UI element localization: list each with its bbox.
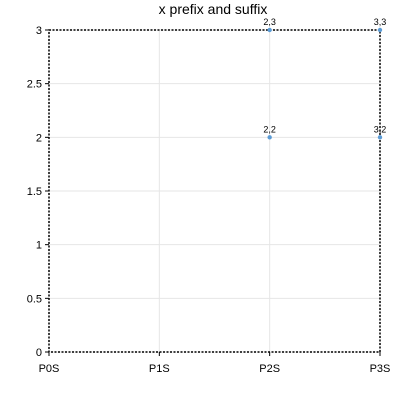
y-tick-label: 1 — [36, 240, 42, 252]
data-label: 3,2 — [374, 124, 387, 134]
y-axis: 0 0.5 1 1.5 2 2.5 3 — [27, 25, 49, 359]
chart-title: x prefix and suffix — [159, 1, 268, 17]
y-tick-label: 1.5 — [27, 186, 42, 198]
y-tick-label: 2 — [36, 132, 42, 144]
data-label: 2,2 — [263, 124, 276, 134]
data-point — [267, 135, 272, 140]
x-tick-label: P3S — [370, 363, 391, 375]
x-tick-label: P0S — [39, 363, 60, 375]
data-points: 2,3 3,3 2,2 3,2 — [263, 17, 386, 140]
y-tick-label: 3 — [36, 25, 42, 37]
data-point — [267, 27, 272, 33]
data-point — [377, 135, 383, 140]
y-tick-label: 2.5 — [27, 79, 42, 91]
x-axis: P0S P1S P2S P3S — [39, 352, 391, 375]
y-tick-label: 0 — [36, 347, 42, 359]
data-label: 3,3 — [374, 17, 387, 27]
data-point — [377, 27, 383, 33]
y-tick-label: 0.5 — [27, 293, 42, 305]
data-label: 2,3 — [263, 17, 276, 27]
x-tick-label: P2S — [259, 363, 280, 375]
grid — [48, 29, 381, 353]
x-tick-label: P1S — [149, 363, 170, 375]
